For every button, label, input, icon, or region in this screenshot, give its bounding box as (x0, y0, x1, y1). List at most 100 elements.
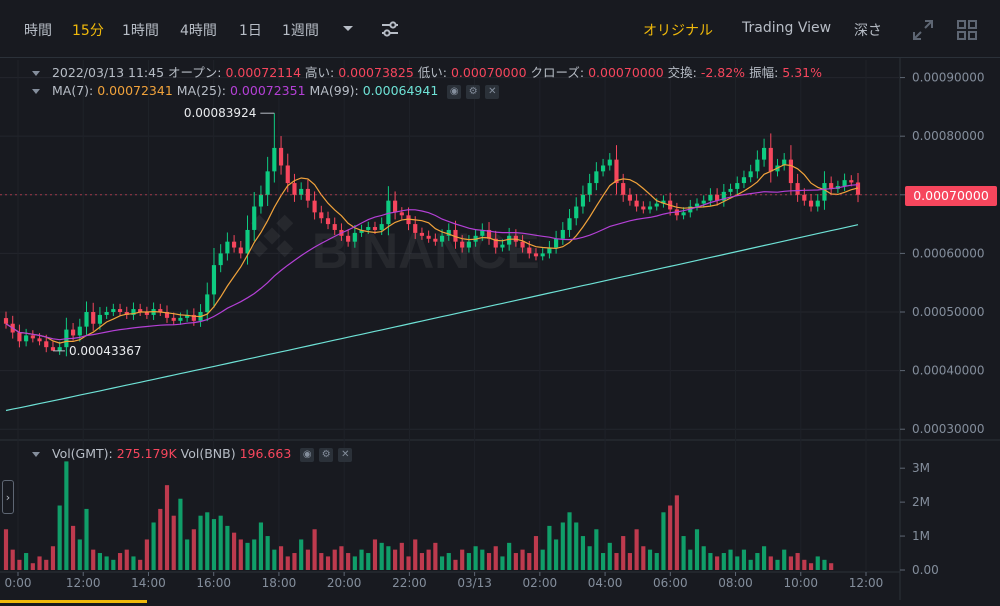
interval-time-button[interactable]: 時間 (24, 23, 52, 39)
volume-bar (748, 559, 753, 570)
volume-bar (674, 495, 679, 570)
volume-bar (37, 556, 42, 570)
collapse-triangle-icon[interactable] (32, 71, 40, 76)
eye-icon[interactable]: ◉ (447, 84, 462, 99)
volume-bar (97, 553, 103, 570)
gear-icon[interactable]: ⚙ (466, 84, 481, 99)
candle-body (138, 309, 143, 312)
volume-bar (44, 559, 49, 570)
interval-4h-button[interactable]: 4時間 (180, 23, 217, 39)
volume-bar (480, 549, 485, 570)
candle-body (111, 309, 116, 312)
open-label: オープン: (168, 65, 222, 80)
time-axis-highlight (0, 600, 147, 603)
candle-body (346, 235, 351, 242)
expand-icon[interactable] (912, 19, 934, 45)
candle-body (728, 188, 733, 192)
candle-body (225, 241, 230, 254)
view-depth-tab[interactable]: 深さ (854, 23, 882, 39)
collapse-triangle-icon[interactable] (32, 452, 40, 457)
current-price-tag: 0.00070000 (905, 186, 997, 206)
time-axis: 0:00 12:00 14:00 16:00 18:00 20:00 22:00 03/13 0… (5, 572, 883, 590)
interval-1h-button[interactable]: 1時間 (122, 23, 159, 39)
candle-body (701, 200, 706, 204)
candle-body (71, 329, 76, 336)
volume-bar (104, 556, 109, 570)
volume-bar (171, 515, 176, 570)
volume-bar (178, 498, 183, 570)
ma7-line (5, 164, 859, 344)
ma7-value: 0.00072341 (97, 83, 173, 98)
time-tick-label: 06:00 (653, 576, 688, 590)
time-tick-label: 22:00 (392, 576, 427, 590)
candle-body (386, 200, 391, 225)
candle-body (788, 159, 793, 184)
candle-body (527, 247, 532, 254)
gear-icon[interactable]: ⚙ (319, 447, 334, 462)
candle-body (44, 341, 49, 348)
volume-bar (466, 553, 471, 570)
volume-bar (473, 546, 478, 570)
candle-body (57, 347, 62, 351)
candle-body (164, 312, 170, 318)
sliders-icon[interactable] (380, 19, 400, 43)
interval-15m-button[interactable]: 15分 (72, 23, 104, 39)
candle-body (594, 171, 599, 184)
volume-bar (808, 563, 814, 570)
candle-body (312, 200, 317, 213)
volume-bar (661, 512, 666, 570)
volume-bar (419, 553, 425, 570)
volume-bar (77, 539, 82, 570)
side-panel-toggle-button[interactable]: › (2, 480, 14, 514)
view-original-tab[interactable]: オリジナル (643, 23, 713, 39)
candle-body (520, 241, 525, 248)
candle-body (252, 206, 257, 230)
candle-body (265, 171, 270, 195)
volume-bar (191, 529, 196, 570)
close-icon[interactable]: ✕ (485, 84, 500, 99)
candle-body (258, 194, 264, 207)
candle-body (393, 200, 398, 213)
volume-bar (218, 515, 223, 570)
price-axis: 0.000900000.000800000.000700000.00060000… (900, 71, 985, 577)
candle-body (278, 147, 284, 166)
volume-bar (225, 525, 230, 570)
volume-bar (600, 553, 606, 570)
candle-body (708, 194, 713, 201)
volume-bar (761, 546, 767, 570)
candle-body (117, 309, 123, 312)
volume-bar (352, 556, 357, 570)
grid-icon[interactable] (956, 19, 978, 45)
volume-bar (285, 556, 290, 570)
view-tradingview-tab[interactable]: Trading View (742, 20, 832, 36)
chevron-down-icon[interactable] (342, 22, 354, 38)
min-price-annotation: 0.00043367 (69, 344, 142, 358)
volume-bar (366, 553, 371, 570)
grid-lines (0, 58, 1000, 600)
volume-bar (232, 532, 237, 570)
candle-body (185, 314, 190, 318)
volume-bar (272, 549, 277, 570)
volume-bar (815, 556, 820, 570)
candle-body (453, 229, 458, 242)
vol-bnb-value: 196.663 (239, 446, 292, 461)
close-icon[interactable]: ✕ (338, 447, 353, 462)
volume-bar (17, 559, 22, 570)
volume-bar (795, 553, 800, 570)
eye-icon[interactable]: ◉ (300, 447, 315, 462)
volume-bar (144, 539, 149, 570)
time-tick-label: 16:00 (196, 576, 231, 590)
volume-bar (721, 553, 726, 570)
close-value: 0.00070000 (588, 65, 664, 80)
candle-body (30, 335, 35, 339)
candle-body (158, 309, 163, 312)
price-tick-label: 0.00080000 (912, 129, 985, 143)
volume-bar (299, 539, 304, 570)
collapse-triangle-icon[interactable] (32, 89, 40, 94)
candle-body (735, 183, 740, 189)
interval-1d-button[interactable]: 1日 (239, 23, 262, 39)
price-tick-label: 0.00040000 (912, 364, 985, 378)
interval-1w-button[interactable]: 1週間 (282, 23, 319, 39)
candle-body (446, 229, 451, 236)
